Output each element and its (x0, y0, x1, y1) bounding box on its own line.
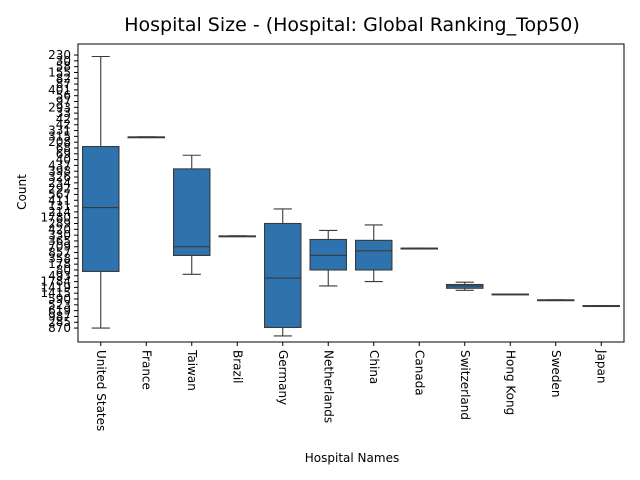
y-tick-label: 326 (48, 170, 71, 184)
y-tick-label: 56 (56, 89, 71, 103)
y-tick-label: 330 (48, 228, 71, 242)
x-tick-label: Netherlands (321, 350, 335, 423)
y-tick-label: 178 (48, 257, 71, 271)
box-iqr (309, 238, 347, 271)
box-iqr (263, 222, 302, 329)
y-tick-label: 69 (56, 147, 71, 161)
y-tick-label: 1419 (40, 280, 71, 294)
y-tick-label: 709 (48, 240, 71, 254)
x-tick-label: Switzerland (458, 350, 472, 420)
y-tick-label: 411 (48, 193, 71, 207)
y-tick-label: 1780 (40, 211, 71, 225)
box-iqr (82, 145, 120, 272)
y-tick-label: 82 (56, 71, 71, 85)
y-tick-label: 292 (48, 182, 71, 196)
x-axis-label: Hospital Names (305, 451, 399, 465)
y-axis-label: Count (15, 174, 29, 210)
box-iqr (354, 239, 393, 271)
y-tick-label: 401 (48, 83, 71, 97)
plot-area (82, 55, 620, 337)
x-tick-label: China (367, 350, 381, 384)
y-tick-label: 358 (48, 251, 71, 265)
y-tick-label: 87 (56, 77, 71, 91)
x-tick-label: Sweden (549, 350, 563, 397)
y-tick-label: 870 (48, 321, 71, 335)
x-tick-label: Taiwan (185, 349, 199, 391)
y-tick-label: 1415 (40, 286, 71, 300)
box-group (582, 305, 620, 308)
y-tick-label: 398 (48, 164, 71, 178)
y-tick-label: 331 (48, 124, 71, 138)
y-tick-label: 155 (48, 65, 71, 79)
box-group (354, 224, 393, 283)
y-tick-label: 285 (48, 315, 71, 329)
y-tick-label: 80 (56, 263, 71, 277)
y-tick-label: 293 (48, 100, 71, 114)
box-group (491, 293, 529, 296)
y-tick-label: 214 (48, 205, 71, 219)
x-tick-label: Brazil (230, 350, 244, 384)
box-group (218, 235, 257, 238)
box-iqr (173, 168, 211, 256)
y-tick-label: 567 (48, 187, 71, 201)
y-tick-label: 987 (48, 309, 71, 323)
x-tick-label: United States (94, 350, 108, 431)
x-tick-label: Canada (412, 350, 426, 396)
y-tick-label: 590 (48, 292, 71, 306)
chart-title: Hospital Size - (Hospital: Global Rankin… (124, 14, 580, 36)
y-tick-label: 523 (48, 298, 71, 312)
y-tick-label: 42 (56, 112, 71, 126)
y-tick-label: 58 (56, 60, 71, 74)
y-tick-label: 857 (48, 246, 71, 260)
y-tick-label: 230 (48, 48, 71, 62)
y-tick-label: 68 (56, 141, 71, 155)
y-tick-label: 1784 (40, 275, 71, 289)
y-tick-label: 30 (56, 54, 71, 68)
y-tick-label: 42 (56, 118, 71, 132)
x-axis: United States France Taiwan Brazil Germany Ne… (94, 342, 608, 431)
x-tick-label: Japan (594, 349, 608, 383)
y-tick-label: 420 (48, 222, 71, 236)
y-tick-label: 365 (48, 234, 71, 248)
y-tick-label: 234 (48, 176, 71, 190)
x-tick-label: France (139, 350, 153, 390)
box-group (127, 136, 166, 139)
y-tick-label: 289 (48, 216, 71, 230)
box-group (309, 229, 347, 287)
y-tick-label: 33 (56, 106, 71, 120)
y-axis: 2303058155828740156972933342423313152086… (40, 48, 78, 335)
y-tick-label: 208 (48, 135, 71, 149)
box-group (400, 247, 438, 250)
box-group (263, 208, 302, 337)
y-tick-label: 437 (48, 158, 71, 172)
x-tick-label: Hong Kong (503, 350, 517, 415)
y-tick-label: 315 (48, 129, 71, 143)
plot-frame (77, 43, 625, 343)
y-tick-label: 97 (56, 95, 71, 109)
box-group (173, 154, 211, 275)
box-group (536, 299, 575, 302)
y-tick-label: 131 (48, 199, 71, 213)
y-tick-label: 619 (48, 304, 71, 318)
box-group (82, 55, 120, 329)
x-tick-label: Germany (276, 350, 290, 405)
y-tick-label: 40 (56, 153, 71, 167)
y-tick-label: 493 (48, 269, 71, 283)
box-group (445, 281, 484, 291)
